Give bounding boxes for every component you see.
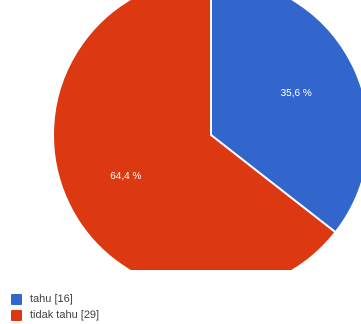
pie-slice-tidak-tahu[interactable] bbox=[52, 0, 337, 270]
slice-label-tahu: 35,6 % bbox=[281, 88, 312, 99]
legend-item-tidak-tahu[interactable]: tidak tahu [29] bbox=[11, 308, 99, 322]
legend-item-tahu[interactable]: tahu [16] bbox=[11, 292, 99, 306]
legend-label-tahu: tahu [16] bbox=[30, 293, 73, 305]
slice-label-tidak-tahu: 64,4 % bbox=[110, 171, 141, 182]
pie-slice-tahu[interactable] bbox=[210, 0, 361, 234]
pie-plot: 35,6 % 64,4 % bbox=[52, 0, 361, 270]
legend-swatch-tidak-tahu bbox=[11, 309, 22, 321]
legend: tahu [16] tidak tahu [29] bbox=[11, 292, 99, 324]
legend-swatch-tahu bbox=[11, 293, 22, 305]
legend-label-tidak-tahu: tidak tahu [29] bbox=[30, 309, 100, 321]
